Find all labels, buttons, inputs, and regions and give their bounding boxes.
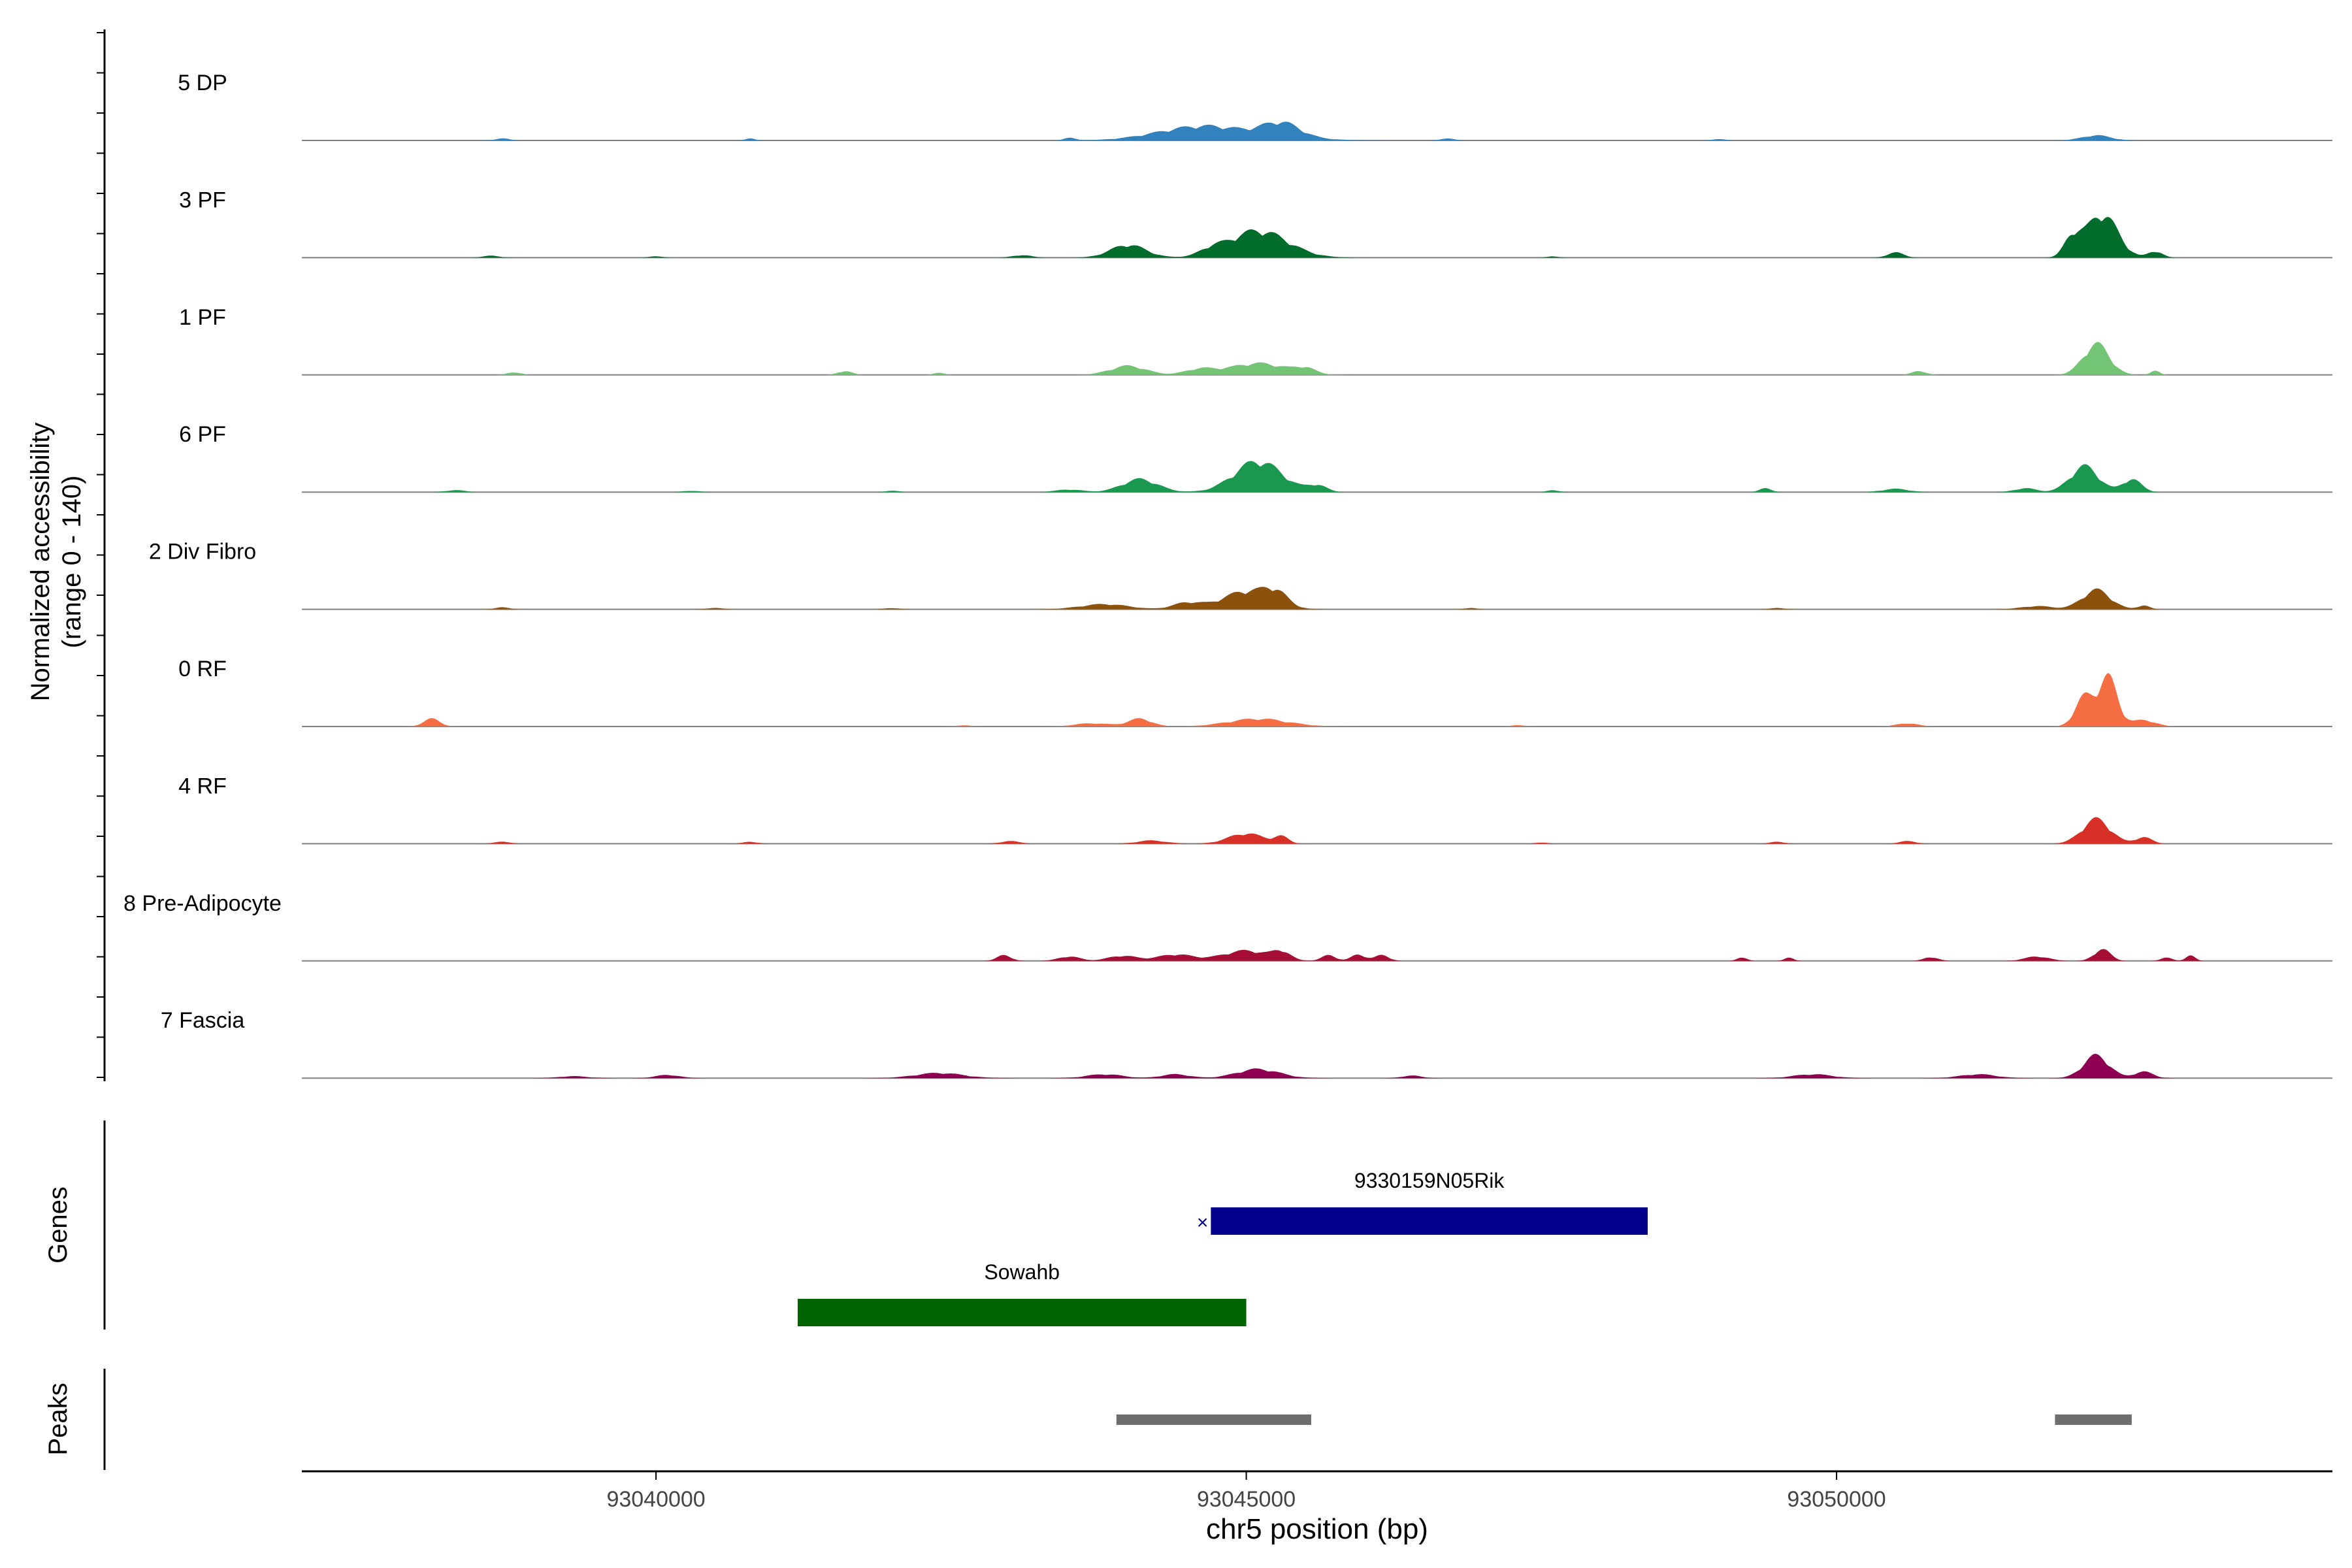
track-4-rf: 4 RF <box>178 774 2332 845</box>
peaks-panel-label: Peaks <box>44 1382 73 1455</box>
peak-bar <box>2055 1414 2132 1425</box>
coverage-tracks: 5 DP 3 PF 1 PF 6 PF 2 Div Fibro 0 RF 4 RF 8 Pre… <box>123 71 2332 1079</box>
coverage-area <box>302 587 2332 610</box>
coverage-area <box>302 461 2332 493</box>
track-label: 4 RF <box>178 774 227 798</box>
track-label: 3 PF <box>179 188 226 212</box>
track-label: 2 Div Fibro <box>149 540 256 564</box>
x-tick-label: 93040000 <box>606 1487 705 1512</box>
coverage-area <box>302 1053 2332 1079</box>
gene-body <box>1211 1207 1648 1235</box>
track-8-pre-adipocyte: 8 Pre-Adipocyte <box>123 891 2332 962</box>
genes-panel-label: Genes <box>44 1186 73 1264</box>
coverage-area <box>302 817 2332 844</box>
coverage-area <box>302 949 2332 961</box>
track-label: 6 PF <box>179 422 226 447</box>
gene-label: Sowahb <box>984 1260 1060 1284</box>
coverage-area <box>302 217 2332 258</box>
y-axis-label-line1: Normalized accessibility <box>26 423 55 702</box>
x-axis-ticks: 93040000 93045000 93050000 <box>606 1471 1886 1512</box>
x-axis-label: chr5 position (bp) <box>1206 1513 1428 1545</box>
track-5-dp: 5 DP <box>178 71 2332 141</box>
y-axis-label-line2: (range 0 - 140) <box>57 476 86 649</box>
track-label: 8 Pre-Adipocyte <box>123 891 282 916</box>
track-1-pf: 1 PF <box>179 305 2332 376</box>
track-axis-ticks <box>97 32 105 1078</box>
track-7-fascia: 7 Fascia <box>161 1008 2332 1079</box>
gene-label: 9330159N05Rik <box>1354 1169 1505 1192</box>
track-label: 5 DP <box>178 71 227 95</box>
track-label: 0 RF <box>178 657 227 681</box>
coverage-area <box>302 122 2332 140</box>
peak-annotations <box>1116 1414 2132 1425</box>
track-label: 1 PF <box>179 305 226 330</box>
coverage-area <box>302 673 2332 727</box>
track-3-pf: 3 PF <box>179 188 2332 259</box>
gene-annotations: 9330159N05Rik × Sowahb <box>797 1169 1648 1326</box>
gene-body <box>797 1299 1247 1326</box>
x-tick-label: 93045000 <box>1197 1487 1296 1512</box>
gene-sowahb: Sowahb <box>797 1260 1247 1326</box>
coverage-area <box>302 342 2332 375</box>
gene-9330159n05rik: 9330159N05Rik × <box>1197 1169 1648 1235</box>
track-label: 7 Fascia <box>161 1008 245 1033</box>
track-0-rf: 0 RF <box>178 657 2332 727</box>
gene-strand-glyph: × <box>1197 1212 1209 1233</box>
peak-bar <box>1116 1414 1311 1425</box>
x-tick-label: 93050000 <box>1787 1487 1886 1512</box>
track-2-div-fibro: 2 Div Fibro <box>149 540 2332 610</box>
track-6-pf: 6 PF <box>179 422 2332 493</box>
